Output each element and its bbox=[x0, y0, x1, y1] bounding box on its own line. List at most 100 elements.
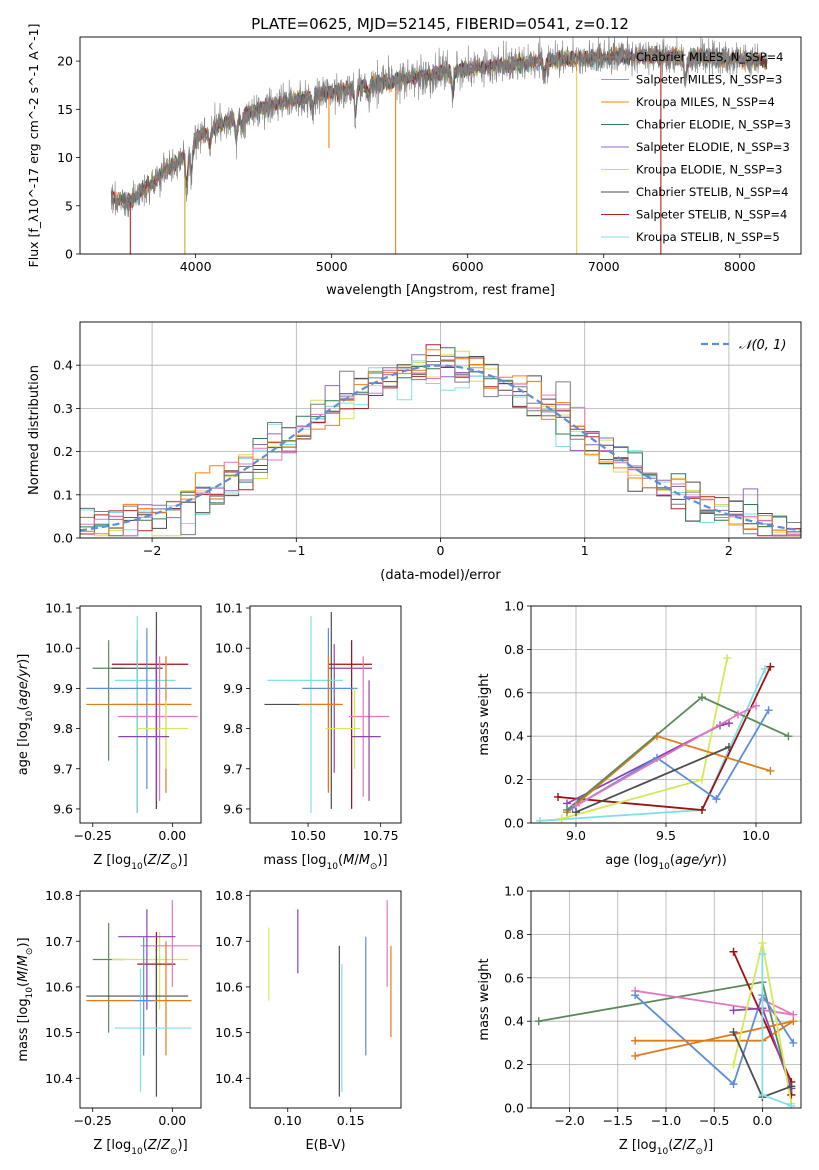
weight-marker bbox=[712, 795, 721, 804]
x-tick-label: 0.00 bbox=[158, 1113, 186, 1128]
x-tick-label: 9.5 bbox=[656, 828, 676, 843]
legend-label: Salpeter ELODIE, N_SSP=3 bbox=[636, 140, 790, 154]
plot-area-age_vs_Z bbox=[86, 612, 198, 813]
label-part: age/yr bbox=[16, 662, 31, 705]
y-tick-label: 5 bbox=[65, 198, 73, 213]
x-tick-label: 6000 bbox=[452, 259, 484, 274]
weight-marker bbox=[698, 775, 706, 784]
y-tick-label: 0.2 bbox=[504, 1057, 524, 1072]
x-tick-label: −0.25 bbox=[74, 1113, 112, 1128]
y-tick-label: 9.8 bbox=[53, 721, 73, 736]
y-tick-label: 10.5 bbox=[45, 1025, 73, 1040]
label-part: Z bbox=[672, 1138, 683, 1153]
legend-label: Kroupa ELODIE, N_SSP=3 bbox=[636, 163, 782, 177]
x-tick-label: 7000 bbox=[588, 259, 620, 274]
plot-area-mass_vs_EBV bbox=[268, 900, 392, 1097]
y-tick-label: 0.0 bbox=[53, 531, 73, 546]
y-tick-label: 0.4 bbox=[504, 729, 524, 744]
label-part: )] bbox=[703, 1138, 713, 1153]
y-tick-label: 0.8 bbox=[504, 927, 524, 942]
y-tick-label: 10.8 bbox=[215, 888, 243, 903]
axes-age_vs_mass: 10.50 10.75 9.6 9.7 9.8 9.9 10.0 10.1 mass [log1… bbox=[215, 601, 402, 872]
label-part: M bbox=[16, 971, 31, 982]
plot-area-age_vs_mass bbox=[264, 612, 390, 813]
y-tick-label: 0.4 bbox=[504, 1014, 524, 1029]
weight-marker bbox=[789, 1017, 798, 1026]
x-tick-label: 8000 bbox=[724, 259, 756, 274]
y-tick-label: 9.7 bbox=[53, 761, 73, 776]
x-tick-label: 0.00 bbox=[158, 828, 186, 843]
x-tick-label: 0.15 bbox=[337, 1113, 365, 1128]
weight-marker bbox=[554, 792, 562, 801]
weight-marker bbox=[784, 732, 793, 741]
y-tick-label: 10.0 bbox=[215, 641, 243, 656]
y-tick-label: 0.0 bbox=[504, 816, 524, 831]
axes-frame bbox=[530, 890, 802, 1109]
label-part: Z bbox=[160, 1138, 171, 1153]
weight-marker bbox=[787, 1101, 796, 1108]
label-part: / bbox=[16, 966, 31, 971]
legend-label: 𝒩(0, 1) bbox=[739, 338, 786, 353]
label-part: 10 bbox=[131, 1147, 143, 1157]
label-part: ( bbox=[670, 853, 675, 868]
y-tick-label: 10.4 bbox=[215, 1071, 243, 1086]
y-tick-label: 9.7 bbox=[223, 761, 243, 776]
label-part: Z bbox=[686, 1138, 697, 1153]
axes-residuals: −2 −1 0 1 2 0.0 0.1 0.2 0.3 0.4 𝒩(0, 1) (data-model… bbox=[27, 321, 802, 583]
x-tick-label: −1.5 bbox=[603, 1113, 633, 1128]
histogram-step bbox=[80, 349, 801, 537]
weight-marker bbox=[631, 991, 640, 1000]
histogram-step bbox=[80, 365, 801, 537]
label-part: Z bbox=[160, 853, 171, 868]
label-part: / bbox=[682, 1138, 687, 1153]
x-tick-label: 10.0 bbox=[742, 828, 770, 843]
weight-marker bbox=[787, 1082, 796, 1091]
y-tick-label: 9.8 bbox=[223, 721, 243, 736]
weight-marker bbox=[631, 1036, 640, 1045]
y-tick-label: 10.1 bbox=[215, 601, 243, 616]
weight-marker bbox=[725, 743, 733, 752]
weight-marker bbox=[698, 805, 706, 814]
x-tick-label: 10.75 bbox=[363, 828, 399, 843]
y-tick-label: 20 bbox=[57, 54, 73, 69]
label-part: M bbox=[343, 853, 354, 868]
legend-label: Salpeter STELIB, N_SSP=4 bbox=[636, 208, 787, 222]
x-axis-label-group: Z [log10(Z/Z⊙)]Z [log10(Z/Z⊙)] bbox=[93, 1138, 188, 1157]
x-tick-label: −0.5 bbox=[699, 1113, 729, 1128]
label-part: ( bbox=[338, 853, 343, 868]
plot-area-weight_vs_age bbox=[531, 606, 801, 823]
figure-title: PLATE=0625, MJD=52145, FIBERID=0541, z=0… bbox=[251, 15, 629, 33]
label-part: )] bbox=[16, 937, 31, 947]
y-tick-label: 10.1 bbox=[45, 601, 73, 616]
x-axis-label-group: age (log10(age/yr))age (log10(age/yr)) bbox=[605, 853, 727, 872]
x-tick-label: 2 bbox=[725, 543, 733, 558]
y-axis-label: mass weight bbox=[477, 673, 492, 755]
x-tick-label: 0.0 bbox=[752, 1113, 772, 1128]
y-tick-label: 0.1 bbox=[53, 487, 73, 502]
label-part: ( bbox=[143, 1138, 148, 1153]
axes-frame bbox=[79, 890, 202, 1109]
weight-marker bbox=[534, 1017, 543, 1026]
y-tick-label: 9.9 bbox=[53, 681, 73, 696]
x-axis-label-group: mass [log10(M/M⊙)]mass [log10(M/M⊙)] bbox=[263, 853, 387, 872]
weight-marker bbox=[572, 808, 580, 817]
weight-marker bbox=[766, 766, 775, 775]
weight-marker bbox=[758, 939, 767, 948]
weight-marker bbox=[766, 662, 775, 671]
legend-label: Kroupa STELIB, N_SSP=5 bbox=[636, 230, 780, 244]
weight-marker bbox=[752, 701, 760, 710]
weight-marker bbox=[557, 814, 566, 823]
x-axis-label: Z [log10(Z/Z⊙)] bbox=[93, 853, 187, 872]
legend-label: Chabrier STELIB, N_SSP=4 bbox=[636, 185, 788, 199]
label-part: Z bbox=[147, 1138, 158, 1153]
legend-label: Chabrier MILES, N_SSP=4 bbox=[636, 50, 783, 64]
y-tick-label: 10.4 bbox=[45, 1071, 73, 1086]
label-part: )] bbox=[178, 1138, 188, 1153]
y-axis-label: age [log10(age/yr)] bbox=[16, 654, 35, 776]
weight-marker bbox=[729, 947, 738, 956]
y-tick-label: 0 bbox=[65, 247, 73, 262]
y-tick-label: 0.2 bbox=[53, 444, 73, 459]
legend-label: Chabrier ELODIE, N_SSP=3 bbox=[636, 118, 791, 132]
y-tick-label: 10.0 bbox=[45, 641, 73, 656]
